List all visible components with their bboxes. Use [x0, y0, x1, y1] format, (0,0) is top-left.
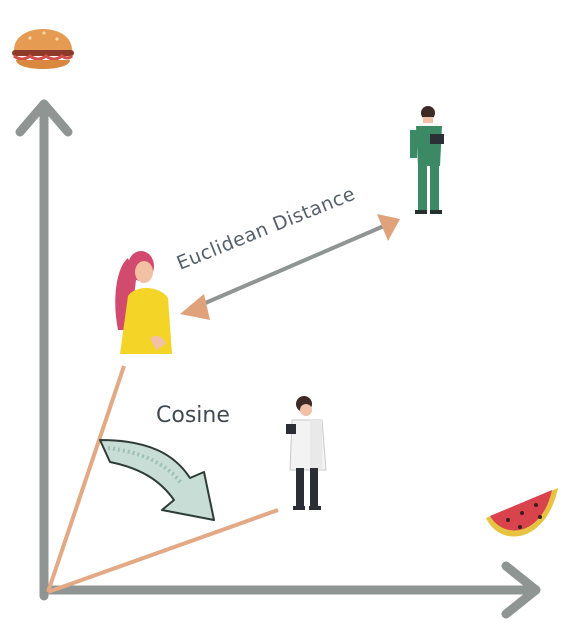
- vector-line-woman: [46, 365, 126, 593]
- burger-icon: [12, 29, 74, 69]
- x-axis: [39, 561, 541, 619]
- euclidean-distance-arrow: [180, 214, 400, 320]
- woman-yellow-shirt-icon: [115, 251, 172, 354]
- watermelon-icon: [486, 488, 558, 537]
- cosine-label: Cosine: [156, 403, 230, 428]
- euclidean-distance-label: Euclidean Distance: [174, 183, 359, 275]
- doctor-lab-coat-icon: [286, 396, 327, 510]
- man-green-scrubs-icon: [410, 106, 444, 214]
- curved-arrow-icon: [99, 439, 215, 521]
- vector-line-doctor: [47, 508, 279, 594]
- y-axis: [15, 99, 73, 601]
